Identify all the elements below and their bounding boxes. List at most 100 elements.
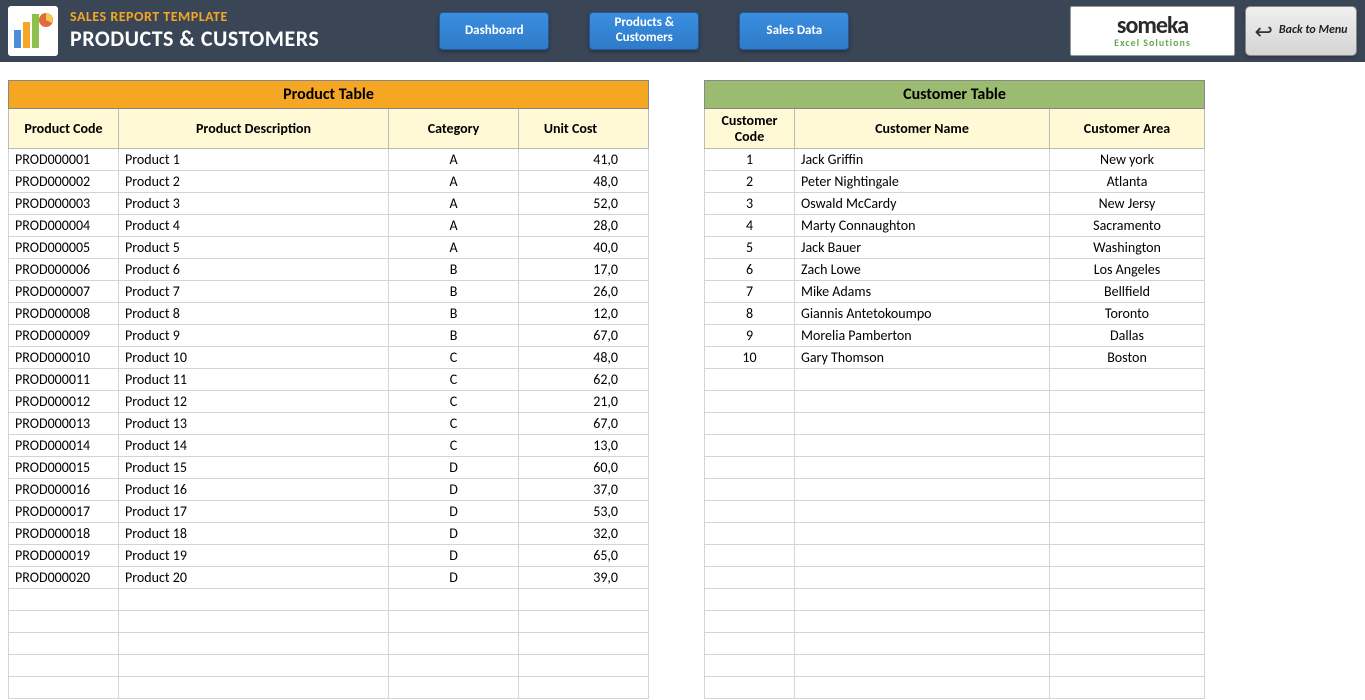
table-row[interactable]: PROD000003Product 3A52,0 [9, 193, 649, 215]
cell[interactable]: Product 4 [119, 215, 389, 237]
table-row[interactable]: 9Morelia PambertonDallas [705, 325, 1205, 347]
cell-empty[interactable] [1050, 655, 1205, 677]
table-row[interactable]: PROD000011Product 11C62,0 [9, 369, 649, 391]
cell-empty[interactable] [705, 369, 795, 391]
table-row[interactable]: PROD000001Product 1A41,0 [9, 149, 649, 171]
cell[interactable]: Product 11 [119, 369, 389, 391]
cell-empty[interactable] [795, 567, 1050, 589]
cell[interactable]: Product 17 [119, 501, 389, 523]
cell[interactable]: Peter Nightingale [795, 171, 1050, 193]
cell-empty[interactable] [705, 501, 795, 523]
cell[interactable]: PROD000017 [9, 501, 119, 523]
cell-empty[interactable] [1050, 369, 1205, 391]
cell[interactable]: New Jersy [1050, 193, 1205, 215]
cell[interactable]: 62,0 [519, 369, 649, 391]
cell[interactable]: 48,0 [519, 171, 649, 193]
cell-empty[interactable] [119, 677, 389, 699]
cell-empty[interactable] [795, 545, 1050, 567]
cell[interactable]: 12,0 [519, 303, 649, 325]
cell-empty[interactable] [705, 655, 795, 677]
cell[interactable]: PROD000011 [9, 369, 119, 391]
cell-empty[interactable] [1050, 545, 1205, 567]
table-row-empty[interactable] [705, 435, 1205, 457]
table-row[interactable]: PROD000002Product 2A48,0 [9, 171, 649, 193]
cell-empty[interactable] [795, 501, 1050, 523]
cell-empty[interactable] [705, 479, 795, 501]
cell-empty[interactable] [705, 523, 795, 545]
cell[interactable]: A [389, 237, 519, 259]
cell[interactable]: C [389, 347, 519, 369]
cell[interactable]: 32,0 [519, 523, 649, 545]
cell[interactable]: Jack Bauer [795, 237, 1050, 259]
cell[interactable]: New york [1050, 149, 1205, 171]
table-row[interactable]: PROD000016Product 16D37,0 [9, 479, 649, 501]
cell-empty[interactable] [705, 567, 795, 589]
cell[interactable]: Product 7 [119, 281, 389, 303]
cell[interactable]: PROD000009 [9, 325, 119, 347]
dashboard-button[interactable]: Dashboard [439, 12, 549, 50]
cell[interactable]: Product 18 [119, 523, 389, 545]
table-row-empty[interactable] [705, 369, 1205, 391]
cell[interactable]: Product 2 [119, 171, 389, 193]
table-row[interactable]: 4Marty ConnaughtonSacramento [705, 215, 1205, 237]
cell[interactable]: C [389, 369, 519, 391]
table-row[interactable]: PROD000006Product 6B17,0 [9, 259, 649, 281]
cell[interactable]: Washington [1050, 237, 1205, 259]
cell[interactable]: Jack Griffin [795, 149, 1050, 171]
cell[interactable]: Los Angeles [1050, 259, 1205, 281]
cell-empty[interactable] [795, 369, 1050, 391]
sales-data-button[interactable]: Sales Data [739, 12, 849, 50]
cell[interactable]: C [389, 391, 519, 413]
cell-empty[interactable] [1050, 633, 1205, 655]
cell[interactable]: 5 [705, 237, 795, 259]
table-row[interactable]: PROD000017Product 17D53,0 [9, 501, 649, 523]
cell[interactable]: Product 5 [119, 237, 389, 259]
cell[interactable]: PROD000013 [9, 413, 119, 435]
cell[interactable]: B [389, 259, 519, 281]
cell[interactable]: Product 19 [119, 545, 389, 567]
cell-empty[interactable] [119, 611, 389, 633]
cell-empty[interactable] [795, 457, 1050, 479]
cell-empty[interactable] [1050, 391, 1205, 413]
table-row-empty[interactable] [9, 677, 649, 699]
cell[interactable]: PROD000015 [9, 457, 119, 479]
table-row-empty[interactable] [705, 655, 1205, 677]
cell[interactable]: Product 6 [119, 259, 389, 281]
cell-empty[interactable] [389, 589, 519, 611]
cell[interactable]: 10 [705, 347, 795, 369]
cell[interactable]: 9 [705, 325, 795, 347]
cell-empty[interactable] [9, 655, 119, 677]
table-row-empty[interactable] [705, 545, 1205, 567]
cell-empty[interactable] [795, 655, 1050, 677]
cell-empty[interactable] [705, 611, 795, 633]
table-row[interactable]: 10Gary ThomsonBoston [705, 347, 1205, 369]
cell[interactable]: Dallas [1050, 325, 1205, 347]
cell[interactable]: D [389, 501, 519, 523]
cell[interactable]: 60,0 [519, 457, 649, 479]
cell[interactable]: 3 [705, 193, 795, 215]
table-row-empty[interactable] [9, 611, 649, 633]
table-row-empty[interactable] [705, 611, 1205, 633]
cell-empty[interactable] [705, 457, 795, 479]
cell[interactable]: PROD000012 [9, 391, 119, 413]
cell[interactable]: 37,0 [519, 479, 649, 501]
cell[interactable]: A [389, 149, 519, 171]
cell-empty[interactable] [1050, 523, 1205, 545]
cell-empty[interactable] [795, 677, 1050, 699]
cell[interactable]: Atlanta [1050, 171, 1205, 193]
cell[interactable]: 67,0 [519, 325, 649, 347]
table-row[interactable]: 8Giannis AntetokoumpoToronto [705, 303, 1205, 325]
table-row-empty[interactable] [9, 633, 649, 655]
cell[interactable]: 2 [705, 171, 795, 193]
cell-empty[interactable] [519, 655, 649, 677]
cell[interactable]: Product 3 [119, 193, 389, 215]
cell[interactable]: D [389, 545, 519, 567]
cell-empty[interactable] [119, 589, 389, 611]
cell[interactable]: Product 15 [119, 457, 389, 479]
cell[interactable]: B [389, 325, 519, 347]
table-row-empty[interactable] [705, 457, 1205, 479]
cell[interactable]: Product 10 [119, 347, 389, 369]
table-row[interactable]: PROD000013Product 13C67,0 [9, 413, 649, 435]
cell[interactable]: Product 14 [119, 435, 389, 457]
cell-empty[interactable] [795, 633, 1050, 655]
